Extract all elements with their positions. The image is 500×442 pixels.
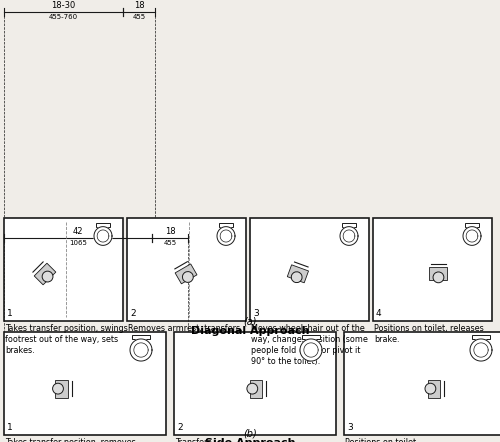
- Text: Moves wheelchair out of the
way, changes position (some
people fold chair or piv: Moves wheelchair out of the way, changes…: [251, 324, 368, 366]
- Polygon shape: [130, 339, 152, 361]
- Bar: [250, 380, 262, 398]
- Bar: [465, 223, 479, 227]
- Text: 3: 3: [253, 309, 259, 318]
- Polygon shape: [463, 227, 481, 245]
- Bar: [430, 267, 448, 280]
- Circle shape: [433, 272, 444, 283]
- Circle shape: [182, 271, 193, 282]
- Bar: [344, 332, 500, 435]
- Polygon shape: [300, 339, 322, 361]
- Text: 18: 18: [134, 1, 144, 10]
- Text: 455-760: 455-760: [49, 14, 78, 20]
- Bar: [373, 218, 492, 321]
- Circle shape: [247, 383, 258, 394]
- Text: Diagonal Approach: Diagonal Approach: [191, 326, 309, 336]
- Bar: [34, 263, 56, 285]
- Bar: [302, 335, 320, 339]
- Bar: [56, 380, 68, 398]
- Text: Side Approach: Side Approach: [205, 438, 295, 442]
- Text: Transfers.: Transfers.: [175, 438, 214, 442]
- Polygon shape: [217, 227, 235, 245]
- Bar: [250, 218, 369, 321]
- Text: 3: 3: [347, 423, 353, 432]
- Text: 18: 18: [164, 227, 175, 236]
- Text: (b): (b): [243, 428, 257, 438]
- Text: Positions on toilet.: Positions on toilet.: [345, 438, 418, 442]
- Bar: [4, 332, 166, 435]
- Text: 2: 2: [130, 309, 136, 318]
- Text: 1065: 1065: [69, 240, 87, 246]
- Bar: [96, 223, 110, 227]
- Bar: [288, 265, 308, 283]
- Text: 1: 1: [7, 309, 13, 318]
- Polygon shape: [340, 227, 358, 245]
- Bar: [175, 264, 197, 284]
- Circle shape: [42, 271, 53, 282]
- Text: Positions on toilet, releases
brake.: Positions on toilet, releases brake.: [374, 324, 484, 344]
- Text: 18-30: 18-30: [52, 1, 76, 10]
- Circle shape: [292, 272, 302, 282]
- Text: 2: 2: [177, 423, 182, 432]
- Text: Takes transfer position, swings
footrest out of the way, sets
brakes.: Takes transfer position, swings footrest…: [5, 324, 128, 355]
- Text: (a): (a): [243, 316, 257, 326]
- Polygon shape: [94, 227, 112, 245]
- Text: 42: 42: [73, 227, 83, 236]
- Text: 1: 1: [7, 423, 13, 432]
- Text: 4: 4: [376, 309, 382, 318]
- Text: Removes armrest, transfers.: Removes armrest, transfers.: [128, 324, 242, 333]
- Bar: [132, 335, 150, 339]
- Polygon shape: [470, 339, 492, 361]
- Bar: [4, 218, 123, 321]
- Text: 455: 455: [164, 240, 176, 246]
- Bar: [174, 332, 336, 435]
- Bar: [219, 223, 233, 227]
- Bar: [127, 218, 246, 321]
- Bar: [472, 335, 490, 339]
- Circle shape: [425, 383, 436, 394]
- Bar: [342, 223, 356, 227]
- Bar: [428, 380, 440, 398]
- Text: 455: 455: [132, 14, 145, 20]
- Text: Takes transfer position, removes
armrest, sets brakes.: Takes transfer position, removes armrest…: [5, 438, 136, 442]
- Circle shape: [52, 383, 64, 394]
